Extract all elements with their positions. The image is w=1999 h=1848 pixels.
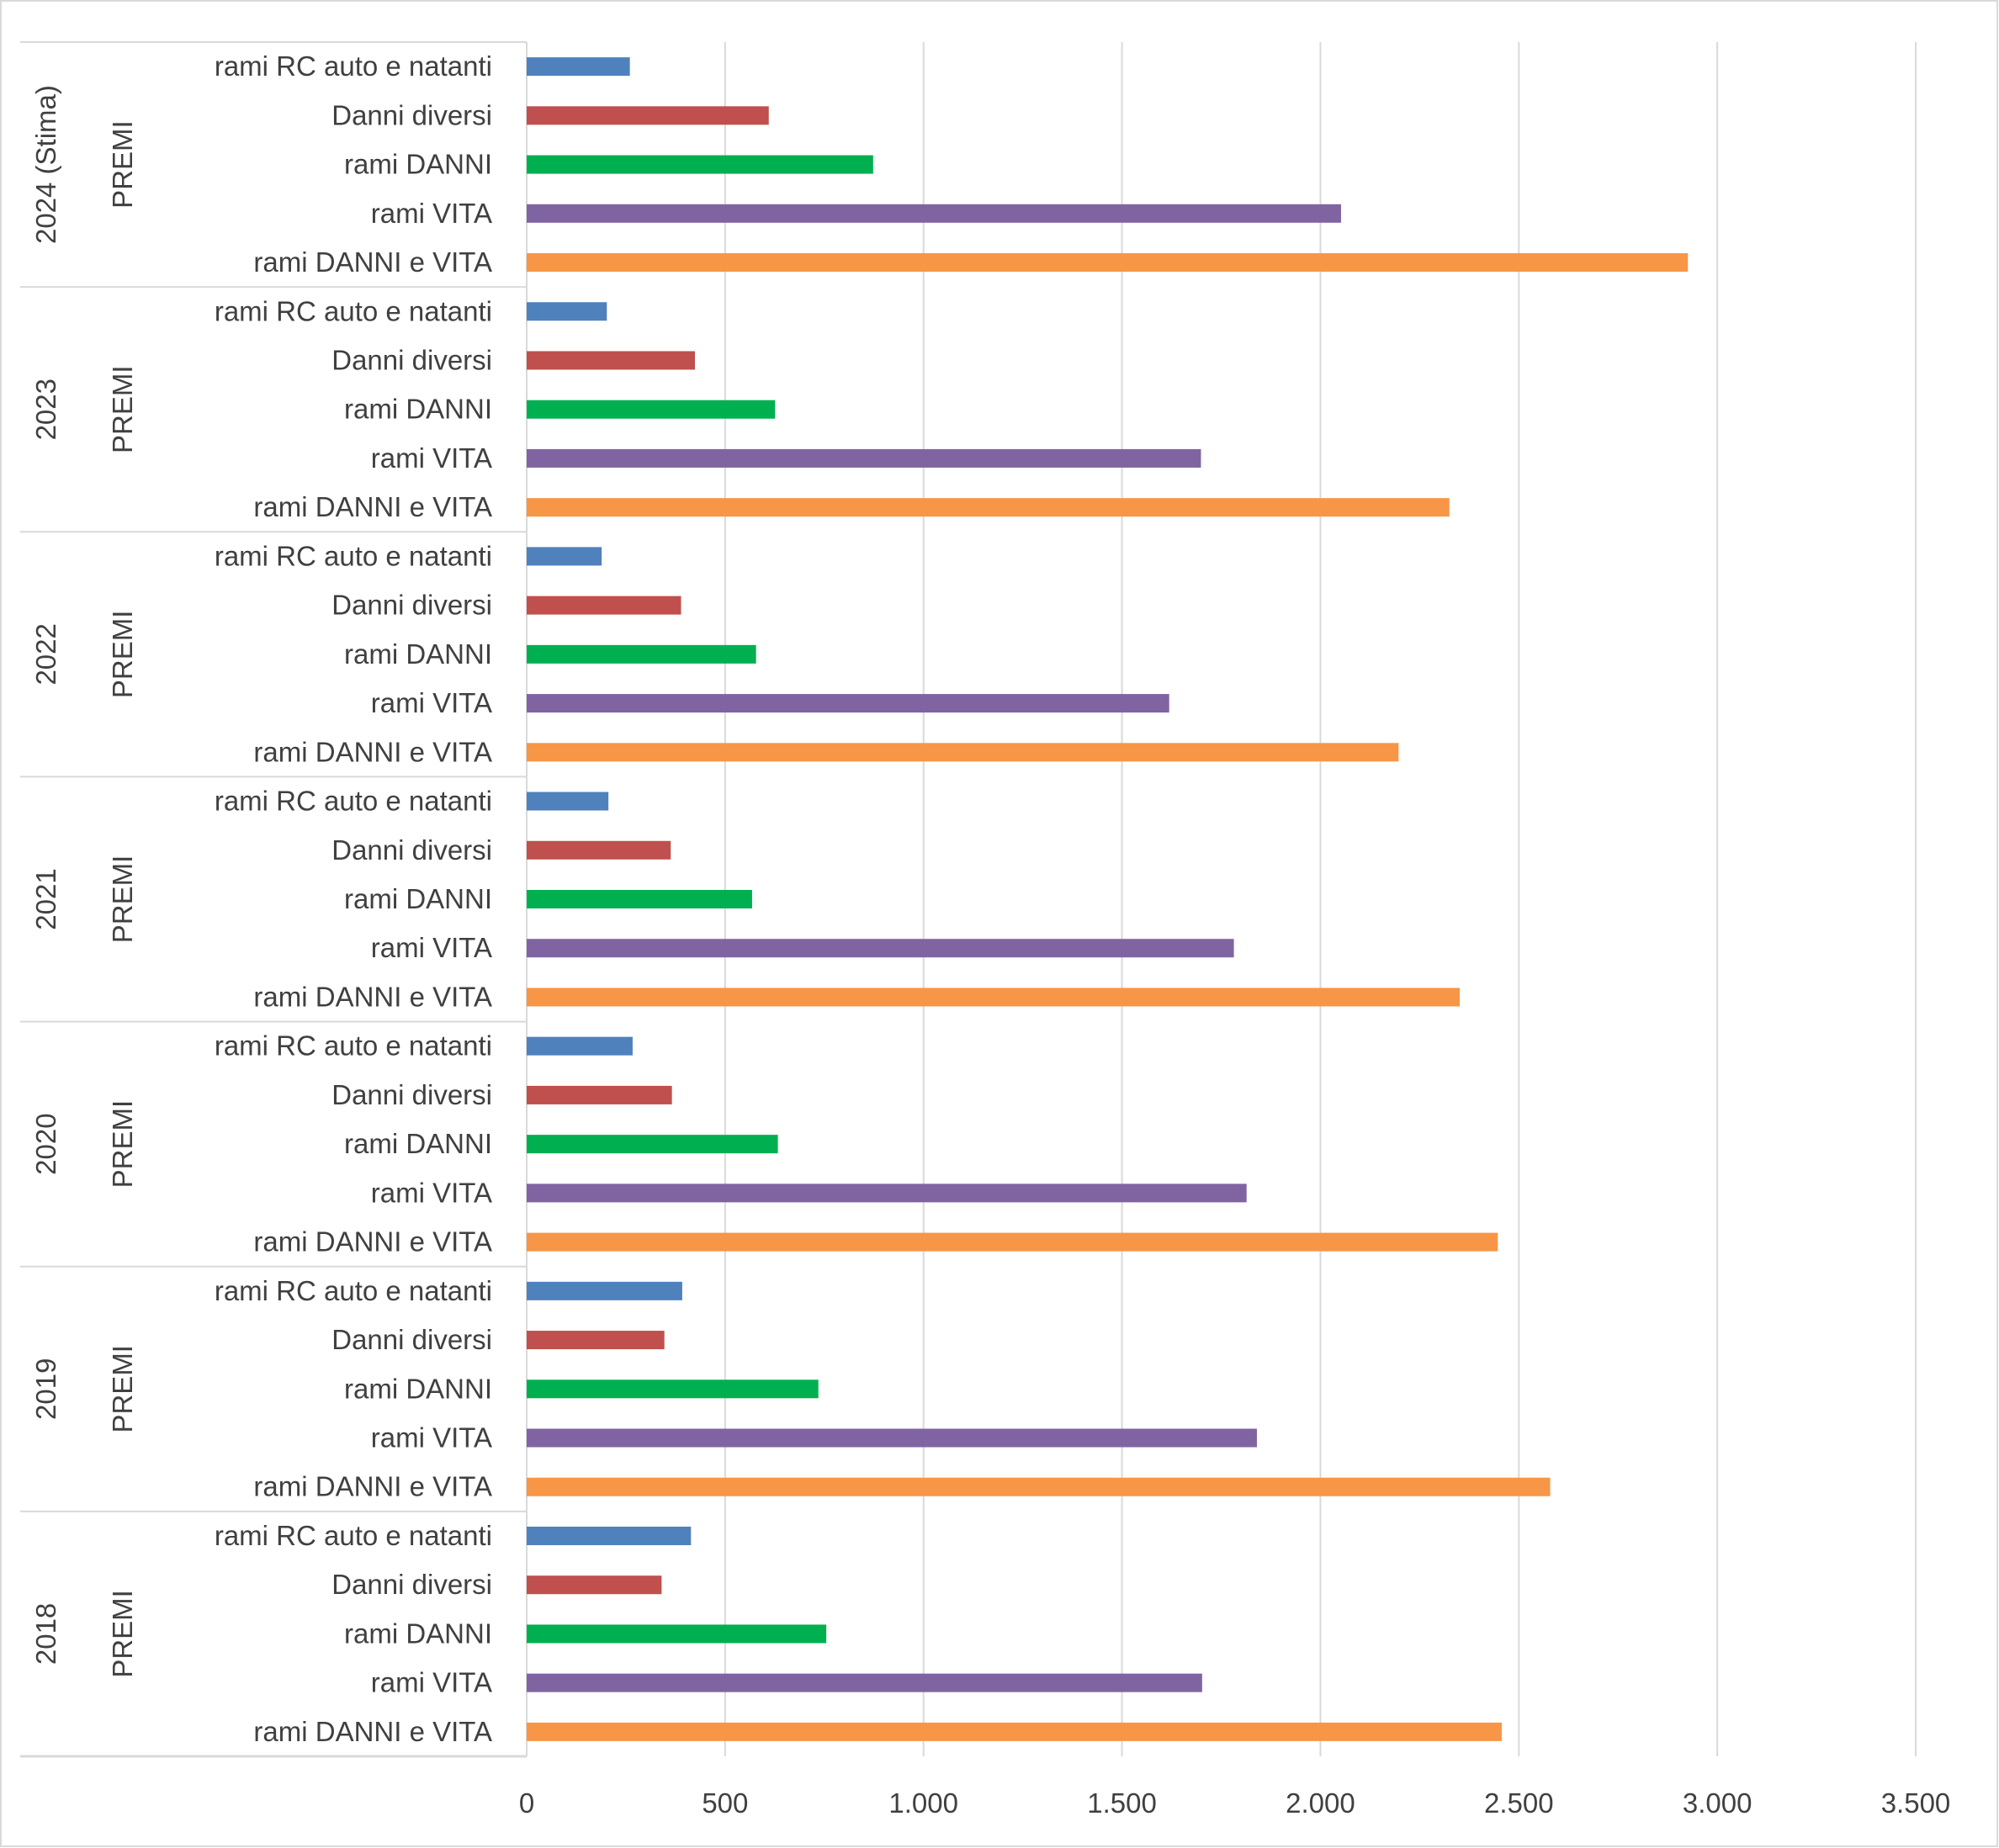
bar (527, 694, 1169, 713)
category-label: rami RC auto e natanti (215, 295, 492, 326)
category-label: Danni diversi (331, 344, 492, 375)
bar (527, 840, 671, 860)
bar (527, 1575, 662, 1595)
bar (527, 1379, 819, 1399)
bar (527, 302, 607, 321)
category-label: rami DANNI e VITA (253, 1226, 492, 1258)
bar (527, 547, 602, 566)
bar (527, 1624, 827, 1644)
group-year-label: 2022 (30, 623, 61, 685)
category-label: Danni diversi (331, 1324, 492, 1355)
category-label: Danni diversi (331, 834, 492, 866)
subgroup-label: PREMI (107, 365, 138, 453)
category-label: rami DANNI (344, 394, 492, 425)
gridlines (20, 41, 1917, 1758)
category-label: rami VITA (371, 932, 492, 963)
group-year-label: 2023 (30, 379, 61, 440)
bar (527, 400, 776, 419)
x-tick-label: 3.000 (1683, 1787, 1752, 1819)
category-label: rami DANNI (344, 883, 492, 914)
subgroup-label: PREMI (107, 1100, 138, 1189)
category-axis: 2024 (Stima) PREMI rami RC auto e natanti D… (30, 50, 492, 1747)
bar (527, 1331, 665, 1350)
category-label: rami RC auto e natanti (215, 786, 492, 817)
bar (527, 498, 1450, 517)
category-label: rami VITA (371, 198, 492, 229)
bar (527, 1722, 1503, 1741)
group-year-label: 2020 (30, 1113, 61, 1174)
bar (527, 1183, 1247, 1203)
category-label: rami RC auto e natanti (215, 1520, 492, 1551)
category-label: rami VITA (371, 1177, 492, 1208)
category-label: rami RC auto e natanti (215, 50, 492, 82)
x-tick-label: 2.500 (1484, 1787, 1554, 1819)
bar (527, 1526, 692, 1545)
bar (527, 155, 873, 174)
x-tick-label: 1.500 (1087, 1787, 1157, 1819)
category-label: rami DANNI (344, 638, 492, 670)
subgroup-label: PREMI (107, 1590, 138, 1678)
x-tick-label: 1.000 (888, 1787, 958, 1819)
category-label: rami DANNI (344, 149, 492, 180)
x-tick-label: 3.500 (1881, 1787, 1951, 1819)
category-label: rami DANNI e VITA (253, 491, 492, 522)
bar (527, 204, 1341, 223)
x-tick-label: 0 (519, 1787, 534, 1819)
category-label: rami DANNI e VITA (253, 736, 492, 767)
category-label: rami DANNI e VITA (253, 1471, 492, 1502)
bar (527, 1428, 1257, 1448)
category-label: Danni diversi (331, 99, 492, 130)
category-label: rami DANNI e VITA (253, 246, 492, 278)
bar (527, 596, 681, 615)
bar (527, 743, 1399, 762)
x-axis-ticks: 0 500 1.000 1.500 2.000 2.500 3.000 3.500 (519, 1787, 1950, 1819)
category-label: rami DANNI (344, 1373, 492, 1404)
bar (527, 351, 696, 370)
group-year-label: 2024 (Stima) (30, 85, 61, 244)
subgroup-label: PREMI (107, 120, 138, 209)
category-label: Danni diversi (331, 1079, 492, 1110)
category-label: rami VITA (371, 1667, 492, 1698)
bar (527, 106, 769, 125)
subgroup-label: PREMI (107, 1345, 138, 1433)
category-label: rami DANNI e VITA (253, 1716, 492, 1747)
category-label: rami DANNI (344, 1128, 492, 1159)
bar (527, 1036, 633, 1056)
bar (527, 1232, 1498, 1252)
bar (527, 939, 1234, 958)
group-year-label: 2019 (30, 1358, 61, 1420)
bar (527, 1477, 1551, 1496)
group-year-label: 2018 (30, 1603, 61, 1665)
category-label: rami VITA (371, 442, 492, 474)
bars (527, 57, 1689, 1741)
bar (527, 1673, 1202, 1692)
category-label: Danni diversi (331, 1569, 492, 1600)
bar (527, 890, 752, 908)
category-label: rami DANNI (344, 1618, 492, 1649)
bar (527, 988, 1461, 1007)
category-label: rami VITA (371, 1422, 492, 1454)
bar (527, 448, 1201, 468)
bar (527, 1281, 682, 1300)
subgroup-label: PREMI (107, 855, 138, 944)
bar (527, 1135, 778, 1154)
bar (527, 57, 630, 77)
bar (527, 644, 756, 664)
category-label: Danni diversi (331, 590, 492, 621)
bar (527, 792, 609, 811)
group-year-label: 2021 (30, 868, 61, 929)
category-label: rami VITA (371, 687, 492, 718)
bar (527, 253, 1689, 273)
category-label: rami RC auto e natanti (215, 1030, 492, 1062)
category-label: rami DANNI e VITA (253, 981, 492, 1012)
category-label: rami RC auto e natanti (215, 1275, 492, 1306)
x-tick-label: 2.000 (1286, 1787, 1355, 1819)
category-label: rami RC auto e natanti (215, 540, 492, 571)
x-tick-label: 500 (702, 1787, 748, 1819)
subgroup-label: PREMI (107, 611, 138, 699)
bar (527, 1085, 672, 1104)
